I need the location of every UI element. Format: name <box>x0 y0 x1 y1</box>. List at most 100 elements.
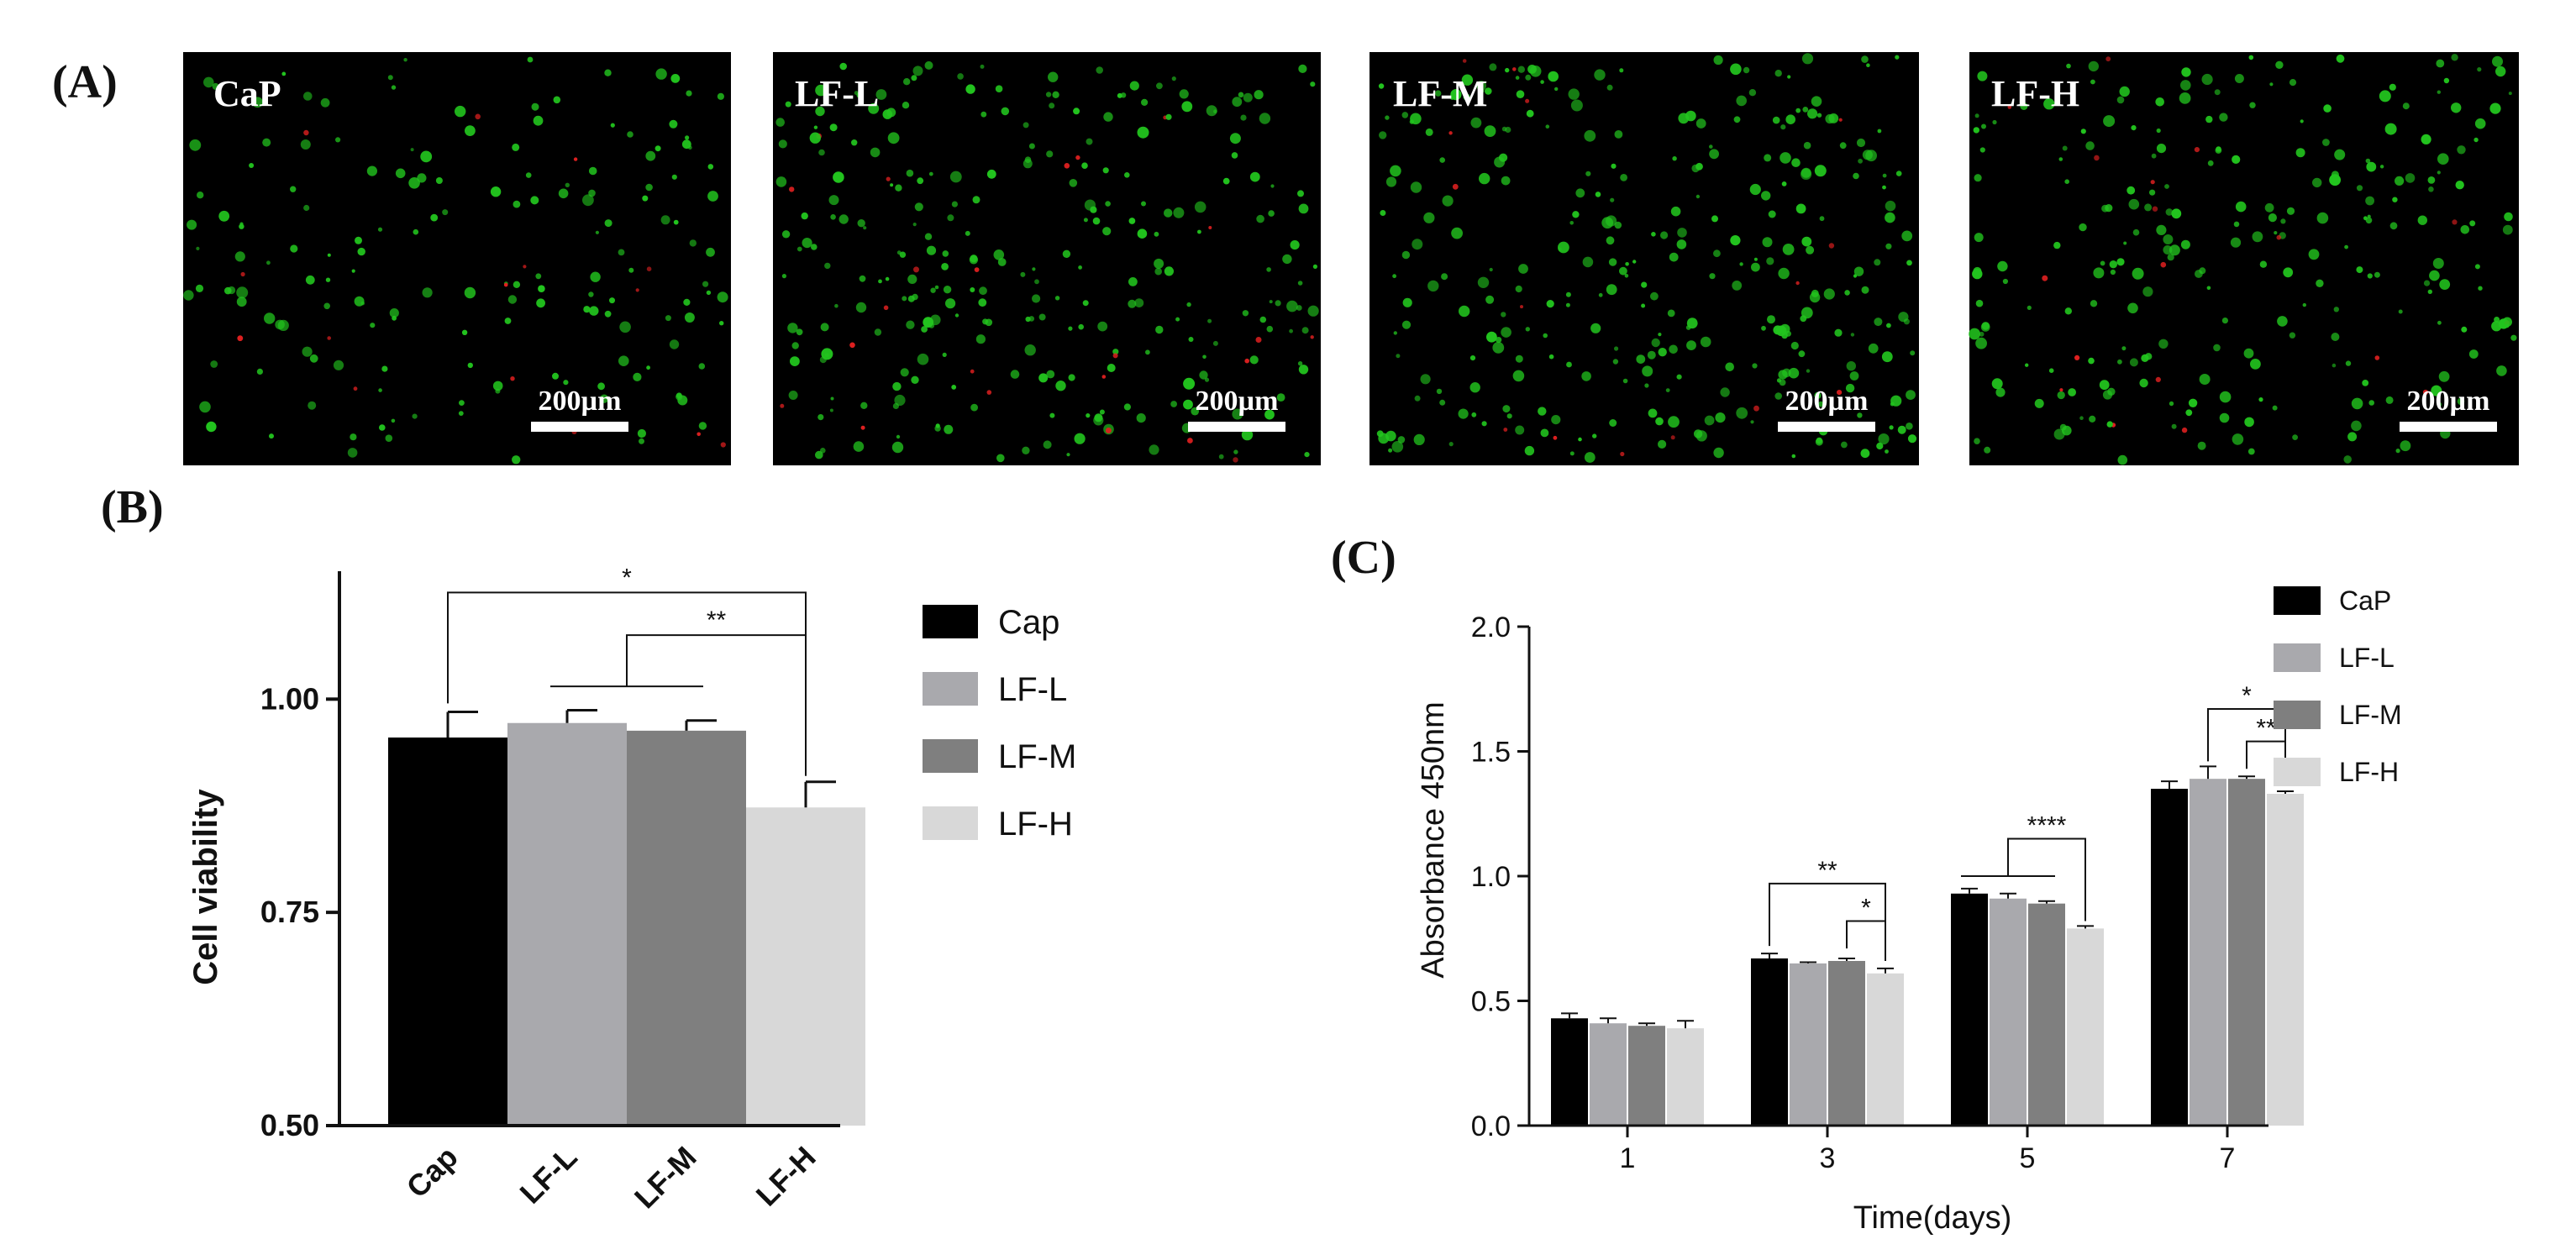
live-cell <box>1229 133 1241 144</box>
live-cell <box>2474 118 2486 129</box>
live-cell <box>2116 258 2125 266</box>
live-cell <box>1046 150 1054 158</box>
live-cell <box>1644 383 1649 388</box>
live-cell <box>1897 425 1906 434</box>
dead-cell <box>510 376 515 381</box>
live-cell <box>1713 249 1721 258</box>
live-cell <box>1748 89 1757 97</box>
live-cell <box>320 97 330 108</box>
cell-dots <box>183 56 728 465</box>
live-cell <box>775 176 787 187</box>
live-cell <box>2264 202 2274 213</box>
bar-cap-day-7 <box>2151 789 2188 1126</box>
live-cell <box>1270 184 1275 188</box>
live-cell <box>1801 236 1812 247</box>
x-tick-label: LF-M <box>628 1140 703 1215</box>
micrograph-label: LF-L <box>795 73 879 114</box>
live-cell <box>1469 382 1480 393</box>
live-cell <box>2199 374 2211 385</box>
live-cell <box>775 118 785 127</box>
live-cell <box>2156 128 2161 134</box>
live-cell <box>1485 87 1492 95</box>
live-cell <box>1055 381 1066 391</box>
scale-bar <box>531 422 628 432</box>
live-cell <box>1099 409 1105 415</box>
live-cell <box>911 75 917 81</box>
live-cell <box>1499 153 1508 162</box>
live-cell <box>1845 383 1855 393</box>
bar-lf-h <box>746 807 865 1126</box>
live-cell <box>1814 391 1822 399</box>
dead-cell <box>1795 281 1800 286</box>
live-cell <box>2300 119 2304 123</box>
live-cell <box>993 249 1005 260</box>
dead-cell <box>1837 390 1843 396</box>
live-cell <box>1385 115 1390 120</box>
x-tick-label: LF-H <box>749 1140 823 1213</box>
live-cell <box>801 212 808 220</box>
live-cell <box>627 131 633 138</box>
dead-cell <box>2276 234 2282 240</box>
live-cell <box>1141 98 1149 106</box>
live-cell <box>1885 212 1895 223</box>
live-cell <box>1526 109 1534 118</box>
live-cell <box>965 84 975 94</box>
live-cell <box>1310 81 1316 87</box>
live-cell <box>1700 336 1711 348</box>
legend-swatch <box>2274 586 2321 615</box>
live-cell <box>924 60 933 70</box>
dead-cell <box>2074 354 2080 360</box>
live-cell <box>2259 260 2268 268</box>
legend-swatch <box>923 739 978 773</box>
live-cell <box>2248 55 2254 60</box>
live-cell <box>914 202 923 212</box>
live-cell <box>1809 291 1821 303</box>
live-cell <box>2473 137 2479 143</box>
live-cell <box>1686 340 1696 350</box>
significance-bracket <box>1846 920 1886 961</box>
bar-lf-m-day-7 <box>2228 779 2265 1126</box>
live-cell <box>1117 92 1122 98</box>
live-cell <box>357 247 365 256</box>
live-cell <box>839 214 849 224</box>
live-cell <box>1470 117 1482 129</box>
live-cell <box>2439 279 2451 290</box>
live-cell <box>2457 145 2466 155</box>
live-cell <box>1484 125 1496 138</box>
live-cell <box>1785 114 1795 124</box>
live-cell <box>183 290 194 301</box>
live-cell <box>2344 244 2349 249</box>
live-cell <box>885 276 890 281</box>
live-cell <box>707 191 718 202</box>
live-cell <box>2085 141 2095 150</box>
live-cell <box>1505 67 1510 73</box>
live-cell <box>378 388 382 392</box>
live-cell <box>698 363 706 370</box>
live-cell <box>2169 401 2174 407</box>
live-cell <box>2443 77 2450 84</box>
live-cell <box>892 381 902 391</box>
live-cell <box>302 346 313 357</box>
live-cell <box>1410 113 1422 125</box>
live-cell <box>1651 338 1660 348</box>
live-cell <box>1154 267 1162 276</box>
live-cell <box>1624 274 1629 278</box>
live-cell <box>1034 279 1039 285</box>
live-cell <box>2351 420 2362 432</box>
micrograph-lf-l: LF-L 200µm <box>773 52 1321 465</box>
live-cell <box>1861 55 1869 63</box>
significance-label: * <box>2242 682 2252 710</box>
live-cell <box>1711 215 1718 223</box>
live-cell <box>2427 289 2432 294</box>
live-cell <box>912 293 918 301</box>
live-cell <box>1439 399 1446 406</box>
live-cell <box>1753 257 1758 261</box>
live-cell <box>2180 239 2190 249</box>
live-cell <box>1492 342 1505 354</box>
live-cell <box>1981 123 1986 129</box>
live-cell <box>1156 82 1163 90</box>
live-cell <box>1450 95 1454 100</box>
live-cell <box>1134 298 1144 307</box>
live-cell <box>266 260 271 265</box>
live-cell <box>1823 288 1835 300</box>
